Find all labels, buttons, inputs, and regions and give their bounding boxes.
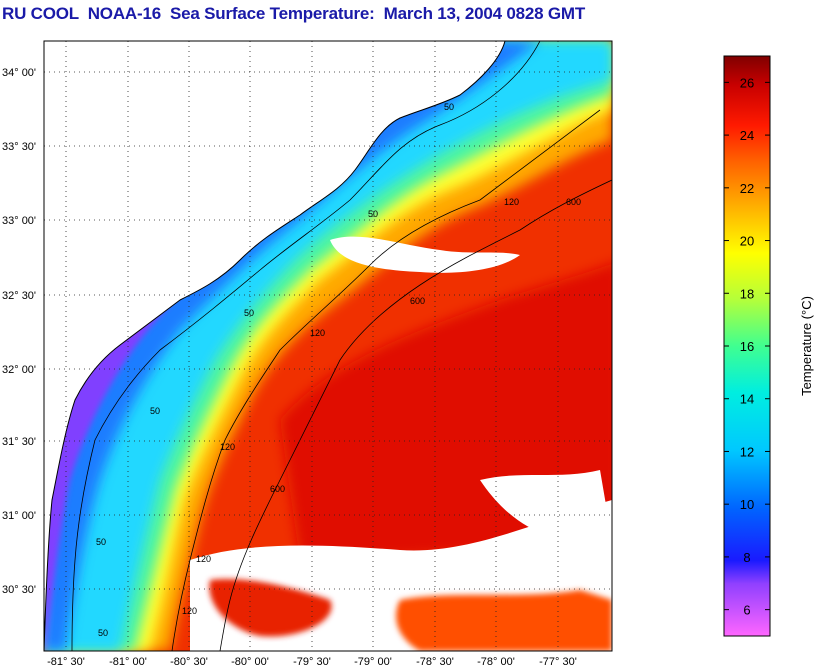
lat-tick-label: 32° 30' [2, 290, 36, 302]
lon-tick-label: -77° 30' [539, 656, 577, 668]
lat-tick-label: 30° 30' [2, 584, 36, 596]
contour-120m [171, 109, 601, 651]
lon-tick-label: -79° 30' [293, 656, 331, 668]
lon-tick-label: -79° 00' [354, 656, 392, 668]
coastline [44, 41, 506, 651]
lon-tick-label: -81° 30' [47, 656, 85, 668]
contour-label: 600 [270, 484, 285, 494]
colorbar-tick-label: 10 [740, 497, 754, 512]
contour-label: 50 [368, 209, 378, 219]
cloud-patch [330, 236, 520, 273]
colorbar-tick-label: 6 [743, 603, 750, 618]
contour-label: 120 [504, 197, 519, 207]
longitude-axis: -81° 30' -81° 00' -80° 30' -80° 00' -79°… [47, 656, 577, 668]
contour-label: 120 [196, 554, 211, 564]
contour-label: 50 [96, 537, 106, 547]
colorbar-tick-label: 14 [740, 392, 754, 407]
contour-label: 50 [444, 102, 454, 112]
colorbar-tick-label: 22 [740, 181, 754, 196]
lon-tick-label: -81° 00' [109, 656, 147, 668]
contour-600m [219, 179, 612, 651]
contour-label: 600 [566, 197, 581, 207]
latitude-axis: 34° 00' 33° 30' 33° 00' 32° 30' 32° 00' … [2, 67, 36, 596]
lat-tick-label: 32° 00' [2, 364, 36, 376]
warm-water-patch [396, 590, 612, 651]
colorbar: 26 24 22 20 18 16 14 12 10 8 6 Temperature (°C) [723, 55, 814, 637]
contour-label: 50 [98, 628, 108, 638]
contour-label: 50 [244, 308, 254, 318]
contour-50m [71, 41, 541, 651]
colorbar-tick-label: 8 [743, 550, 750, 565]
colorbar-tick-label: 26 [740, 75, 754, 90]
colorbar-ticks: 26 24 22 20 18 16 14 12 10 8 6 [724, 75, 770, 618]
map-title: RU COOL NOAA-16 Sea Surface Temperature:… [2, 4, 586, 23]
lon-tick-label: -78° 30' [416, 656, 454, 668]
colorbar-tick-label: 12 [740, 444, 754, 459]
warm-water-patch [209, 579, 332, 637]
lat-tick-label: 34° 00' [2, 67, 36, 79]
contour-label: 120 [220, 442, 235, 452]
contour-label: 120 [182, 606, 197, 616]
land-area [44, 41, 505, 651]
colorbar-tick-label: 24 [740, 128, 754, 143]
graticule [44, 41, 612, 651]
contour-label: 120 [310, 328, 325, 338]
contour-label: 600 [410, 296, 425, 306]
colorbar-tick-label: 16 [740, 339, 754, 354]
cloud-patch [480, 470, 612, 542]
colorbar-tick-label: 18 [740, 286, 754, 301]
lat-tick-label: 33° 30' [2, 141, 36, 153]
colorbar-gradient [723, 55, 771, 637]
map-frame [43, 40, 613, 652]
map-plot-area: 50 50 50 50 50 50 120 120 120 120 120 60… [44, 41, 612, 651]
lon-tick-label: -78° 00' [477, 656, 515, 668]
lon-tick-label: -80° 00' [231, 656, 269, 668]
colorbar-label: Temperature (°C) [799, 296, 814, 396]
colorbar-tick-label: 20 [740, 234, 754, 249]
lat-tick-label: 31° 30' [2, 436, 36, 448]
lon-tick-label: -80° 30' [170, 656, 208, 668]
lat-tick-label: 33° 00' [2, 215, 36, 227]
contour-label: 50 [150, 406, 160, 416]
lat-tick-label: 31° 00' [2, 510, 36, 522]
